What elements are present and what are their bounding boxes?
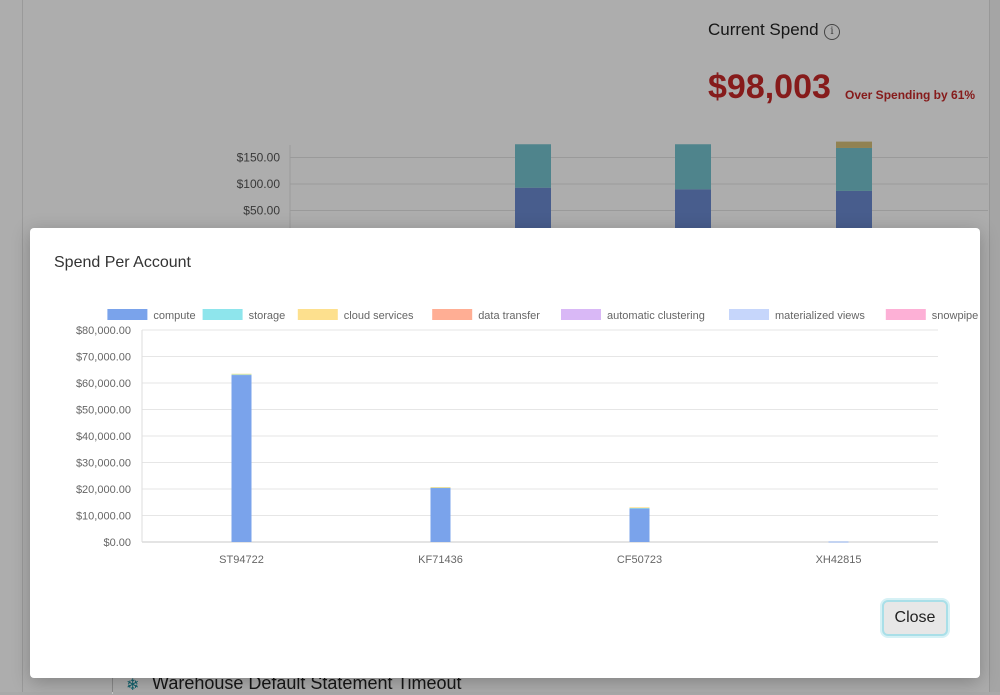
legend-label: materialized views bbox=[775, 310, 865, 322]
legend-label: storage bbox=[249, 310, 286, 322]
x-tick-label: ST94722 bbox=[219, 554, 264, 566]
legend-label: snowpipe bbox=[932, 310, 978, 322]
x-tick-label: KF71436 bbox=[418, 554, 463, 566]
snowflake-icon: ❄ bbox=[126, 677, 140, 694]
warehouse-row bbox=[112, 672, 993, 694]
legend-swatch-automatic-clustering bbox=[561, 309, 601, 320]
bg-bar-storage bbox=[515, 144, 551, 188]
warehouse-setting-label[interactable]: Warehouse Default Statement Timeout bbox=[152, 673, 462, 693]
bar-cloud-services-ST94722 bbox=[231, 373, 252, 375]
x-tick-label: CF50723 bbox=[617, 554, 662, 566]
legend-swatch-cloud-services bbox=[297, 309, 338, 320]
y-tick-label: $60,000.00 bbox=[76, 378, 131, 390]
y-tick-label: $70,000.00 bbox=[76, 352, 131, 364]
legend-swatch-data-transfer bbox=[432, 309, 473, 320]
scrollbar[interactable] bbox=[989, 0, 1000, 692]
bg-bar-storage bbox=[836, 147, 872, 191]
bar-compute-XH42815 bbox=[828, 541, 849, 543]
bg-y-tick-label: $100.00 bbox=[237, 177, 281, 191]
legend-label: compute bbox=[153, 310, 195, 322]
y-tick-label: $30,000.00 bbox=[76, 458, 131, 470]
y-tick-label: $40,000.00 bbox=[76, 431, 131, 443]
info-icon[interactable]: i bbox=[824, 24, 840, 40]
bar-storage-CF50723 bbox=[629, 507, 650, 509]
y-tick-label: $50,000.00 bbox=[76, 405, 131, 417]
bar-cloud-services-KF71436 bbox=[430, 487, 451, 488]
bar-storage-ST94722 bbox=[231, 374, 252, 376]
current-spend-amount: $98,003 bbox=[708, 68, 831, 106]
legend-swatch-storage bbox=[202, 309, 243, 320]
legend-swatch-materialized-views bbox=[729, 309, 769, 320]
spend-per-account-chart: $0.00 $10,000.00 $20,000.00 $30,000.00 $40,0… bbox=[76, 309, 978, 566]
bg-bar-cloud_services bbox=[836, 141, 872, 148]
bg-y-tick-label: $150.00 bbox=[237, 151, 281, 165]
legend-label: data transfer bbox=[478, 310, 540, 322]
current-spend-title: Current Spend bbox=[708, 20, 819, 39]
legend-swatch-snowpipe bbox=[885, 309, 926, 320]
legend-label: automatic clustering bbox=[607, 310, 705, 322]
x-tick-label: XH42815 bbox=[816, 554, 862, 566]
y-tick-label: $80,000.00 bbox=[76, 325, 131, 337]
close-button[interactable]: Close bbox=[882, 600, 948, 636]
bar-compute-KF71436 bbox=[430, 487, 451, 542]
y-tick-label: $10,000.00 bbox=[76, 511, 131, 523]
spend-per-account-modal: Spend Per Account $0.00 $10,000.00 $20,000… bbox=[30, 228, 980, 678]
bg-bar-storage bbox=[675, 144, 711, 190]
bar-compute-CF50723 bbox=[629, 508, 650, 542]
legend-swatch-compute bbox=[107, 309, 148, 320]
over-spending-text: Over Spending by 61% bbox=[845, 88, 976, 102]
modal-title: Spend Per Account bbox=[54, 254, 191, 271]
bar-compute-ST94722 bbox=[231, 375, 252, 542]
bar-cloud-services-CF50723 bbox=[629, 507, 650, 509]
legend-label: cloud services bbox=[344, 310, 414, 322]
y-tick-label: $20,000.00 bbox=[76, 484, 131, 496]
y-tick-label: $0.00 bbox=[103, 537, 131, 549]
bg-y-tick-label: $50.00 bbox=[243, 204, 280, 218]
